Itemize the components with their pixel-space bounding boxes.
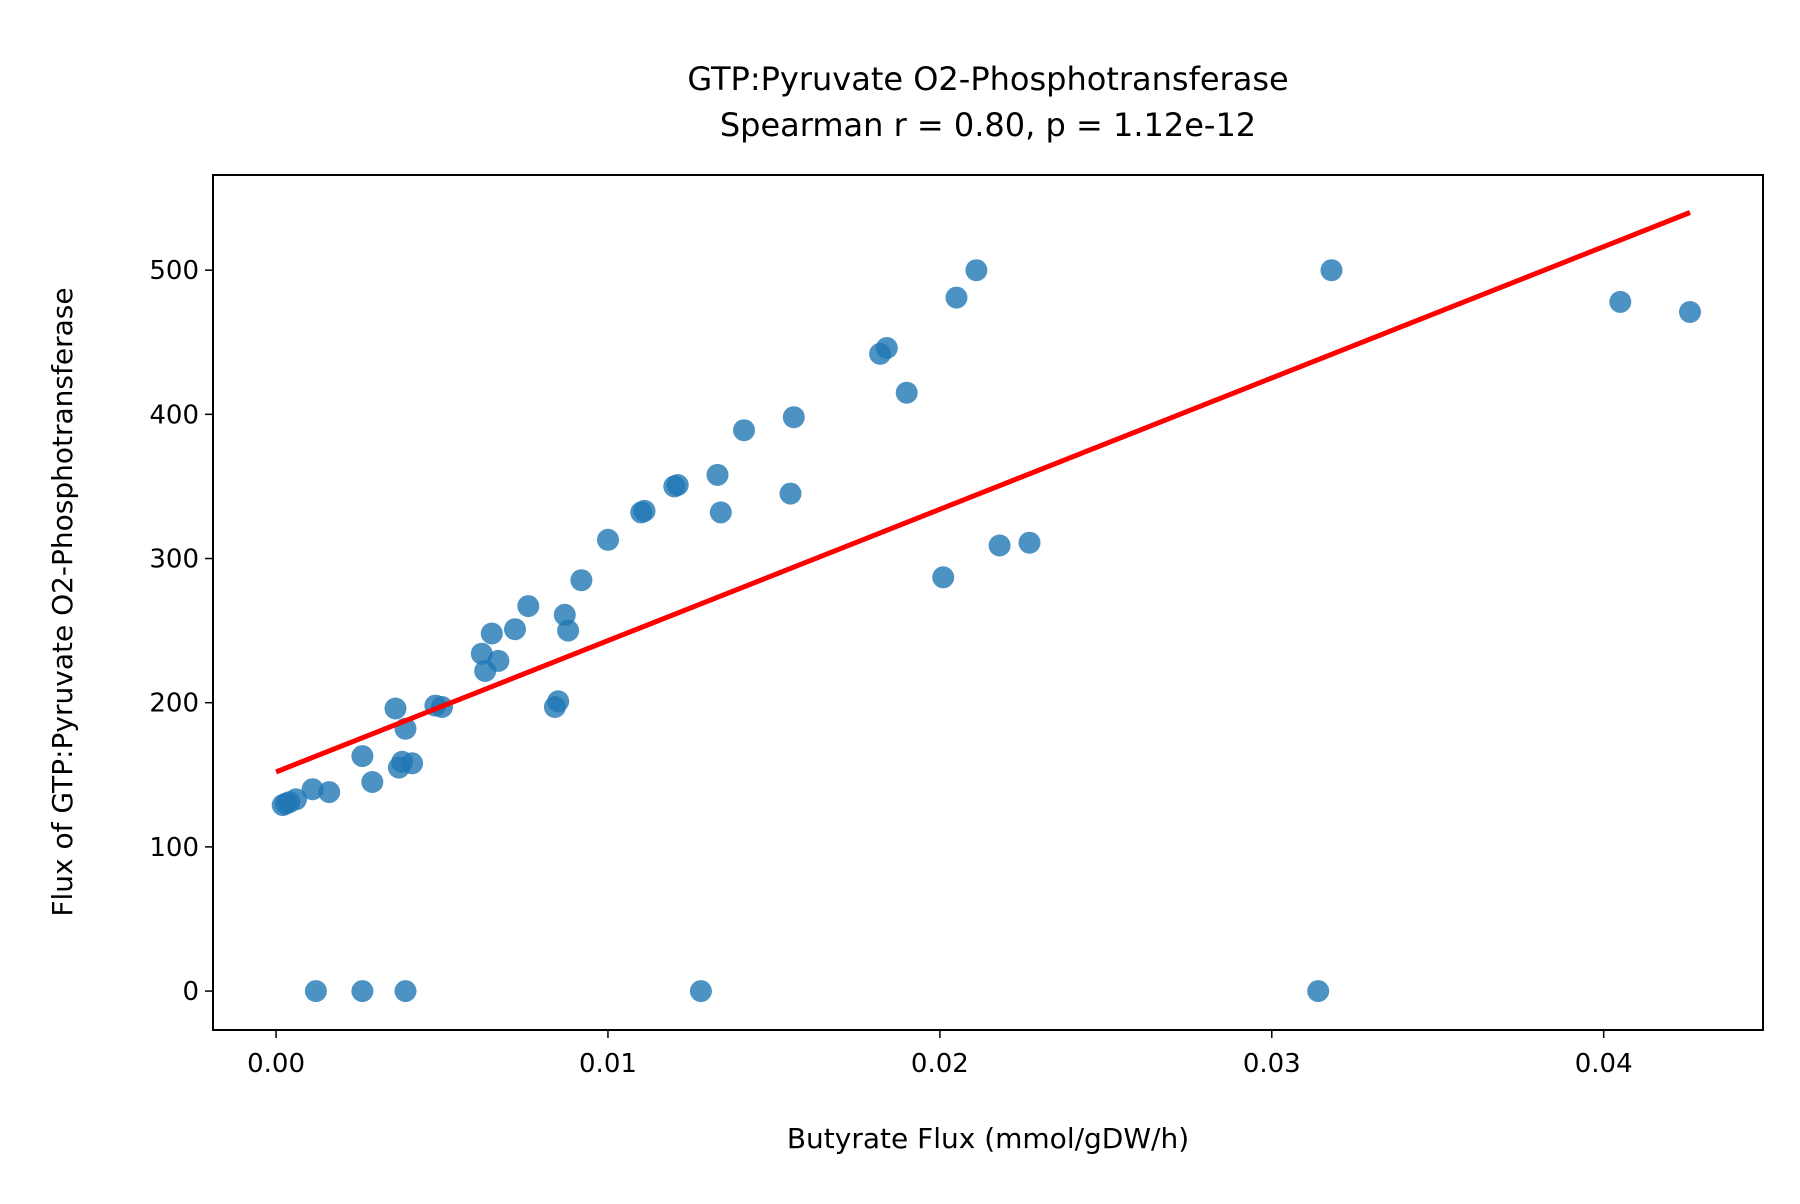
y-tick-label: 400 — [149, 400, 199, 430]
y-tick-label: 500 — [149, 256, 199, 286]
data-point-9 — [384, 697, 407, 720]
data-point-4 — [285, 788, 307, 811]
plot-frame — [212, 174, 1764, 1031]
data-point-49 — [351, 980, 374, 1003]
data-point-40 — [932, 566, 955, 589]
data-point-43 — [988, 534, 1011, 557]
axis-ticks: 0.00 0.01 0.02 0.03 0.04 0 100 200 300 400 500 — [149, 256, 1632, 1079]
data-point-7 — [351, 745, 374, 768]
data-point-6 — [318, 781, 341, 804]
y-tick-label: 0 — [182, 977, 199, 1007]
x-tick-label: 0.00 — [247, 1049, 305, 1079]
data-point-46 — [1609, 290, 1632, 313]
data-point-32 — [706, 463, 729, 486]
data-point-42 — [965, 259, 988, 282]
data-point-39 — [895, 381, 918, 404]
data-point-26 — [570, 569, 593, 592]
data-point-8 — [361, 771, 384, 793]
data-point-29 — [633, 499, 656, 522]
y-tick-label: 300 — [149, 545, 199, 575]
data-point-38 — [875, 337, 898, 359]
data-point-51 — [689, 980, 712, 1003]
data-point-27 — [597, 528, 619, 551]
data-point-25 — [557, 619, 580, 642]
data-point-36 — [782, 406, 805, 429]
chart-subtitle: Spearman r = 0.80, p = 1.12e-12 — [720, 106, 1256, 144]
data-point-44 — [1018, 531, 1041, 554]
data-point-50 — [394, 980, 417, 1003]
data-point-18 — [480, 622, 503, 645]
data-point-13 — [401, 752, 424, 775]
data-point-31 — [666, 474, 689, 496]
trend-line — [275, 210, 1691, 775]
data-point-35 — [779, 482, 802, 505]
data-point-45 — [1320, 259, 1343, 282]
data-point-52 — [1307, 980, 1330, 1003]
data-point-19 — [487, 649, 510, 672]
x-tick-label: 0.01 — [579, 1049, 637, 1079]
data-point-41 — [945, 286, 968, 309]
data-point-5 — [301, 778, 324, 801]
x-axis-label: Butyrate Flux (mmol/gDW/h) — [787, 1122, 1189, 1155]
y-tick-label: 200 — [149, 689, 199, 719]
plot-area — [271, 210, 1701, 1003]
x-tick-label: 0.02 — [911, 1049, 969, 1079]
data-point-33 — [709, 501, 732, 524]
data-point-20 — [504, 618, 526, 641]
y-axis-label: Flux of GTP:Pyruvate O2-Phosphotransfera… — [46, 287, 79, 916]
x-tick-label: 0.04 — [1575, 1049, 1633, 1079]
chart-title: GTP:Pyruvate O2-Phosphotransferase — [687, 60, 1288, 98]
data-point-48 — [304, 980, 327, 1003]
data-point-16 — [470, 642, 493, 665]
data-point-23 — [547, 690, 570, 713]
data-point-47 — [1679, 301, 1701, 323]
data-point-21 — [517, 595, 540, 618]
data-point-34 — [733, 419, 755, 442]
x-tick-label: 0.03 — [1243, 1049, 1301, 1079]
y-tick-label: 100 — [149, 833, 199, 863]
